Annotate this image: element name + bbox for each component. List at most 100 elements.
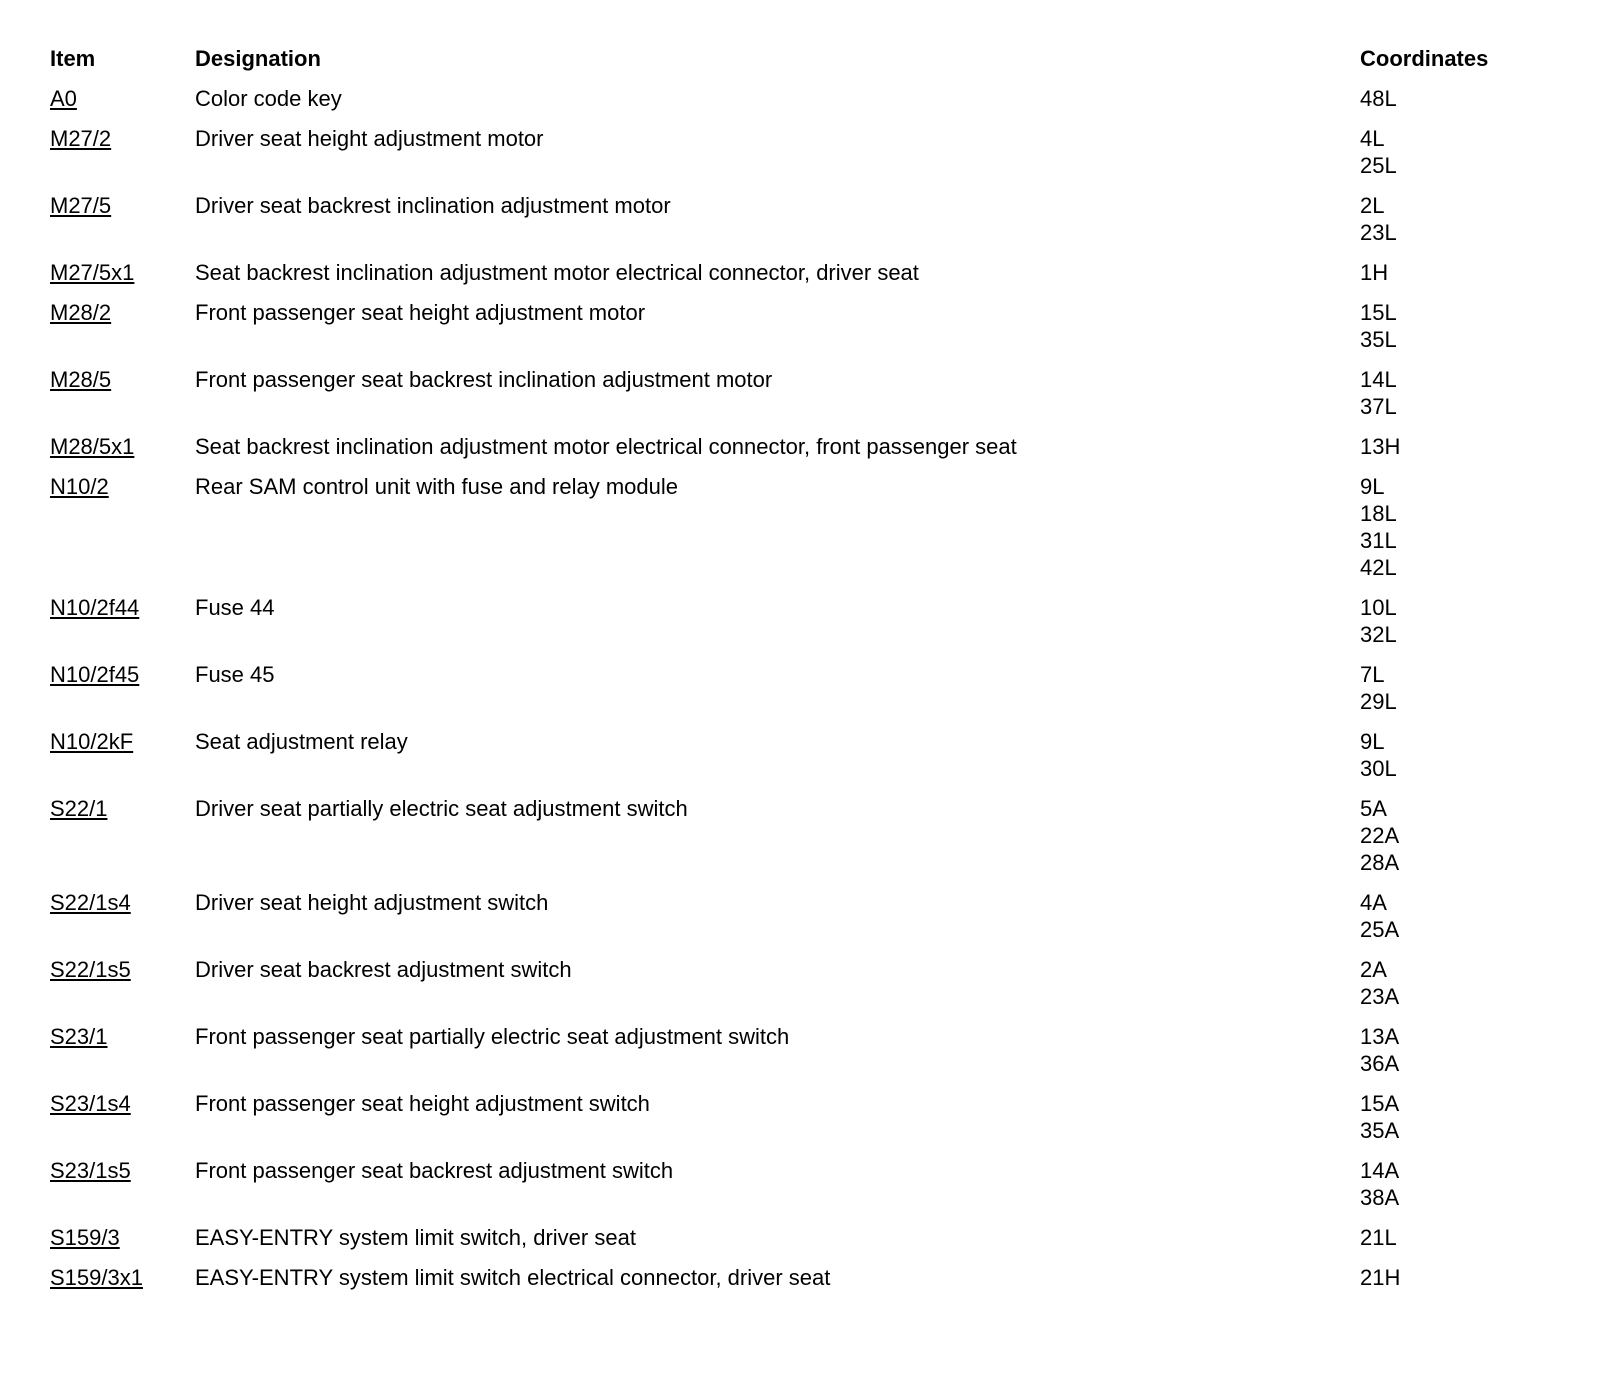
column-header-coordinates: Coordinates (1360, 46, 1489, 71)
coordinate-value: 35L (1360, 327, 1397, 352)
item-code-link[interactable]: N10/2f44 (50, 595, 140, 620)
coordinate-value: 35A (1360, 1118, 1400, 1143)
coordinates-list: 10L 32L (1360, 594, 1560, 648)
table-body: A0 Color code key 48L M27/2 Driver seat … (50, 85, 1560, 1291)
item-code-link[interactable]: N10/2kF (50, 729, 134, 754)
coordinate-value: 28A (1360, 850, 1400, 875)
item-code-link[interactable]: S159/3 (50, 1225, 120, 1250)
coordinates-list: 13H (1360, 433, 1560, 460)
designation-text: Front passenger seat backrest adjustment… (195, 1158, 674, 1183)
coordinates-list: 5A 22A 28A (1360, 795, 1560, 876)
coordinate-value: 4A (1360, 890, 1387, 915)
coordinate-value: 13A (1360, 1024, 1400, 1049)
item-code-link[interactable]: M28/5x1 (50, 434, 135, 459)
item-cell: S22/1s4 (50, 889, 195, 943)
item-code-link[interactable]: M27/2 (50, 126, 112, 151)
coordinate-value: 42L (1360, 555, 1397, 580)
item-code-link[interactable]: S22/1s5 (50, 957, 131, 982)
table-row: N10/2f45 Fuse 45 7L 29L (50, 661, 1560, 715)
column-header-designation: Designation (195, 46, 321, 71)
coordinate-value: 14L (1360, 367, 1397, 392)
designation-text: Color code key (195, 86, 342, 111)
coordinates-list: 4L 25L (1360, 125, 1560, 179)
designation-text: Front passenger seat height adjustment s… (195, 1091, 650, 1116)
coordinate-value: 23L (1360, 220, 1397, 245)
coordinate-value: 4L (1360, 126, 1385, 151)
designation-text: Seat backrest inclination adjustment mot… (195, 260, 919, 285)
item-code-link[interactable]: M27/5 (50, 193, 112, 218)
item-cell: M28/2 (50, 299, 195, 353)
coordinate-value: 22A (1360, 823, 1400, 848)
item-code-link[interactable]: S23/1s4 (50, 1091, 131, 1116)
item-code-link[interactable]: M27/5x1 (50, 260, 135, 285)
column-header-item: Item (50, 46, 96, 71)
table-row: S159/3x1 EASY-ENTRY system limit switch … (50, 1264, 1560, 1291)
item-cell: S23/1 (50, 1023, 195, 1077)
coordinate-value: 23A (1360, 984, 1400, 1009)
coordinate-value: 36A (1360, 1051, 1400, 1076)
item-cell: S22/1s5 (50, 956, 195, 1010)
table-header-row: Item Designation Coordinates (50, 45, 1560, 72)
component-legend-table: Item Designation Coordinates A0 Color co… (50, 45, 1560, 1291)
designation-text: Seat adjustment relay (195, 729, 408, 754)
item-cell: A0 (50, 85, 195, 112)
item-code-link[interactable]: M28/5 (50, 367, 112, 392)
designation-text: EASY-ENTRY system limit switch, driver s… (195, 1225, 636, 1250)
designation-text: Fuse 44 (195, 595, 275, 620)
coordinates-list: 7L 29L (1360, 661, 1560, 715)
item-code-link[interactable]: M28/2 (50, 300, 112, 325)
item-cell: M27/5 (50, 192, 195, 246)
item-code-link[interactable]: S159/3x1 (50, 1265, 143, 1290)
item-code-link[interactable]: S23/1 (50, 1024, 108, 1049)
coordinate-value: 21H (1360, 1265, 1401, 1290)
designation-text: Fuse 45 (195, 662, 275, 687)
item-code-link[interactable]: N10/2 (50, 474, 109, 499)
coordinate-value: 2L (1360, 193, 1385, 218)
item-cell: M27/5x1 (50, 259, 195, 286)
coordinates-list: 21L (1360, 1224, 1560, 1251)
table-row: M27/5 Driver seat backrest inclination a… (50, 192, 1560, 246)
item-code-link[interactable]: S23/1s5 (50, 1158, 131, 1183)
coordinate-value: 18L (1360, 501, 1397, 526)
coordinate-value: 5A (1360, 796, 1387, 821)
item-code-link[interactable]: A0 (50, 86, 77, 111)
coordinate-value: 2A (1360, 957, 1387, 982)
item-cell: M27/2 (50, 125, 195, 179)
designation-text: Driver seat height adjustment motor (195, 126, 544, 151)
designation-text: Driver seat backrest inclination adjustm… (195, 193, 671, 218)
coordinates-list: 4A 25A (1360, 889, 1560, 943)
designation-text: Front passenger seat height adjustment m… (195, 300, 646, 325)
coordinate-value: 32L (1360, 622, 1397, 647)
designation-text: EASY-ENTRY system limit switch electrica… (195, 1265, 831, 1290)
coordinate-value: 29L (1360, 689, 1397, 714)
item-cell: S159/3x1 (50, 1264, 195, 1291)
item-code-link[interactable]: N10/2f45 (50, 662, 140, 687)
item-code-link[interactable]: S22/1 (50, 796, 108, 821)
table-row: S22/1s4 Driver seat height adjustment sw… (50, 889, 1560, 943)
table-row: S23/1s5 Front passenger seat backrest ad… (50, 1157, 1560, 1211)
coordinates-list: 48L (1360, 85, 1560, 112)
item-cell: N10/2kF (50, 728, 195, 782)
coordinate-value: 15L (1360, 300, 1397, 325)
coordinates-list: 14A 38A (1360, 1157, 1560, 1211)
table-row: N10/2 Rear SAM control unit with fuse an… (50, 473, 1560, 581)
coordinate-value: 15A (1360, 1091, 1400, 1116)
coordinates-list: 9L 18L 31L 42L (1360, 473, 1560, 581)
designation-text: Driver seat backrest adjustment switch (195, 957, 572, 982)
coordinate-value: 25A (1360, 917, 1400, 942)
item-cell: N10/2f44 (50, 594, 195, 648)
item-cell: N10/2 (50, 473, 195, 581)
coordinate-value: 14A (1360, 1158, 1400, 1183)
item-cell: N10/2f45 (50, 661, 195, 715)
item-cell: M28/5 (50, 366, 195, 420)
coordinate-value: 21L (1360, 1225, 1397, 1250)
coordinates-list: 15A 35A (1360, 1090, 1560, 1144)
coordinates-list: 14L 37L (1360, 366, 1560, 420)
coordinate-value: 10L (1360, 595, 1397, 620)
coordinates-list: 21H (1360, 1264, 1560, 1291)
item-code-link[interactable]: S22/1s4 (50, 890, 131, 915)
designation-text: Front passenger seat backrest inclinatio… (195, 367, 773, 392)
table-row: S23/1s4 Front passenger seat height adju… (50, 1090, 1560, 1144)
designation-text: Front passenger seat partially electric … (195, 1024, 790, 1049)
designation-text: Driver seat partially electric seat adju… (195, 796, 688, 821)
